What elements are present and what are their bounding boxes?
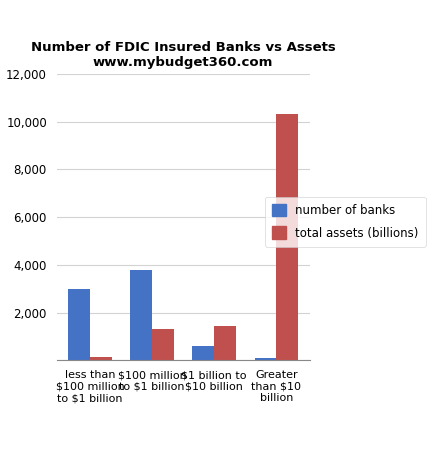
Bar xyxy=(276,115,298,360)
Bar xyxy=(255,358,276,360)
Bar xyxy=(68,289,90,360)
Title: Number of FDIC Insured Banks vs Assets
www.mybudget360.com: Number of FDIC Insured Banks vs Assets w… xyxy=(31,41,335,68)
Bar xyxy=(90,357,112,360)
Bar xyxy=(130,270,152,360)
Bar xyxy=(192,346,214,360)
Legend: number of banks, total assets (billions): number of banks, total assets (billions) xyxy=(265,197,426,247)
Bar xyxy=(152,329,174,360)
Bar xyxy=(214,326,236,360)
